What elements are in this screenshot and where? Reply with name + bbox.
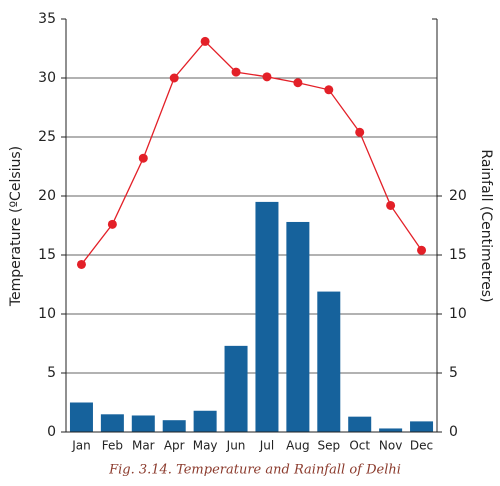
y-tick-label: 15 (38, 247, 56, 263)
x-tick-label: Feb (102, 439, 123, 453)
x-tick-label: Sep (317, 439, 340, 453)
point (262, 72, 272, 82)
bar (317, 291, 341, 432)
bar (348, 416, 372, 432)
x-tick-label: Apr (164, 439, 185, 453)
y2-tick-label: 5 (449, 365, 458, 381)
x-tick-label: Jun (226, 439, 246, 453)
y2-tick-label: 15 (449, 247, 467, 263)
y2-tick-label: 0 (449, 424, 458, 440)
point (107, 219, 117, 229)
point (324, 85, 334, 95)
point (355, 127, 365, 137)
point (76, 259, 86, 269)
point (417, 245, 427, 255)
y-tick-label: 0 (47, 424, 56, 440)
x-tick-label: May (193, 439, 218, 453)
bar (69, 402, 93, 432)
x-tick-label: Aug (286, 439, 309, 453)
point (386, 200, 396, 210)
x-tick-label: Nov (379, 439, 402, 453)
bar (286, 221, 310, 432)
y-tick-label: 5 (47, 365, 56, 381)
bar (131, 415, 155, 432)
y2-tick-label: 20 (449, 188, 467, 204)
y2-axis-label: Rainfall (Centimetres) (478, 149, 494, 302)
y-tick-label: 10 (38, 306, 56, 322)
bar (255, 201, 279, 432)
x-tick-label: Jan (71, 439, 91, 453)
point (231, 67, 241, 77)
point (169, 73, 179, 83)
point (138, 153, 148, 163)
line (80, 40, 423, 265)
y-axis-label: Temperature (ºCelsius) (8, 146, 24, 307)
y2-tick-label: 10 (449, 306, 467, 322)
x-tick-label: Dec (410, 439, 433, 453)
bar (224, 345, 248, 432)
point (200, 36, 210, 46)
bar (162, 420, 186, 432)
bar (193, 410, 217, 432)
y-tick-label: 30 (38, 70, 56, 86)
x-tick-label: Oct (349, 439, 370, 453)
bar (379, 428, 403, 432)
x-tick-label: Mar (132, 439, 155, 453)
y-tick-label: 20 (38, 188, 56, 204)
caption: Fig. 3.14. Temperature and Rainfall of D… (108, 463, 401, 478)
bar (410, 421, 434, 432)
y-tick-label: 35 (38, 11, 56, 27)
point (293, 78, 303, 88)
y-tick-label: 25 (38, 129, 56, 145)
bar (100, 414, 124, 432)
x-tick-label: Jul (259, 439, 274, 453)
